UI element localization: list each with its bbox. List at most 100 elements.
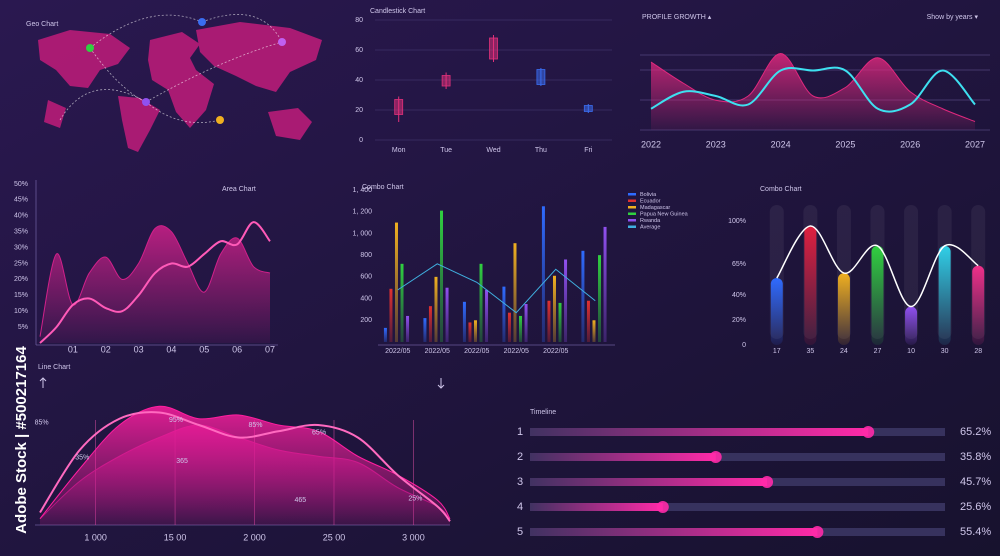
route — [201, 14, 283, 43]
route — [89, 47, 147, 103]
legend-label: Ecuador — [640, 198, 661, 204]
x-tick-label: 35 — [806, 348, 814, 355]
candle-body — [441, 75, 451, 87]
value-label: 35.8% — [960, 451, 991, 463]
y-tick-label: 5% — [18, 324, 28, 331]
bar — [972, 265, 985, 345]
category-label: 1 — [517, 426, 523, 438]
continent — [38, 30, 130, 88]
bar — [400, 263, 404, 342]
bar — [547, 300, 551, 342]
bar — [770, 278, 783, 345]
bar-end-glow — [811, 526, 824, 538]
pin — [198, 18, 206, 26]
x-tick-label: 2027 — [965, 139, 985, 149]
category-label: 2 — [517, 451, 523, 463]
x-tick-label: 2024 — [771, 139, 791, 149]
x-tick-label: 2022/05 — [464, 348, 489, 355]
x-tick-label: Wed — [486, 147, 500, 154]
continent — [44, 100, 66, 128]
x-tick-label: 2022/05 — [385, 348, 410, 355]
annotation: 365 — [176, 458, 188, 465]
x-tick-label: 27 — [874, 348, 882, 355]
watermark: Adobe Stock | #500217164 — [13, 346, 30, 534]
y-tick-label: 10% — [14, 308, 28, 315]
bar — [383, 327, 387, 342]
bar-end-glow — [656, 501, 669, 513]
x-tick-label: 10 — [907, 348, 915, 355]
x-tick-label: 2022 — [641, 139, 661, 149]
x-tick-label: 2026 — [900, 139, 920, 149]
bar-track — [530, 453, 945, 461]
series-line — [650, 66, 976, 113]
bar — [468, 322, 472, 342]
bar — [530, 428, 869, 436]
menu-label[interactable]: Show by years ▾ — [927, 14, 979, 21]
legend-label: Madagascar — [640, 205, 670, 211]
route — [89, 14, 203, 49]
y-tick-label: 100% — [728, 218, 746, 225]
bar — [603, 226, 607, 342]
legend-swatch — [628, 199, 636, 202]
legend-label: Papua New Guinea — [640, 211, 689, 217]
x-tick-label: 25 00 — [323, 532, 346, 542]
x-tick-label: 04 — [166, 344, 176, 354]
world-map — [38, 22, 322, 152]
x-tick-label: 02 — [101, 344, 111, 354]
arrow-down — [437, 378, 445, 389]
legend-label: Rwanda — [640, 218, 661, 224]
y-tick-label: 0 — [742, 342, 746, 349]
y-tick-label: 0 — [359, 137, 363, 144]
bar — [592, 320, 596, 342]
pins — [86, 18, 286, 124]
x-tick-label: Tue — [440, 147, 452, 154]
route — [145, 41, 283, 103]
y-tick-label: 20 — [355, 107, 363, 114]
y-tick-label: 60 — [355, 47, 363, 54]
x-tick-label: 2023 — [706, 139, 726, 149]
routes — [59, 14, 283, 123]
chart-title: Area Chart — [222, 186, 256, 193]
legend-swatch — [628, 193, 636, 196]
annotation: 35% — [75, 454, 89, 461]
chart-title: Timeline — [530, 409, 556, 416]
legend-swatch — [628, 219, 636, 222]
bar — [530, 503, 663, 511]
bar — [541, 206, 545, 342]
y-tick-label: 65% — [732, 261, 746, 268]
value-label: 65.2% — [960, 426, 991, 438]
route — [145, 101, 221, 123]
bar-end-glow — [761, 476, 774, 488]
continent — [268, 108, 312, 140]
x-tick-label: 15 00 — [164, 532, 187, 542]
y-tick-label: 40% — [732, 292, 746, 299]
chart-title: Geo Chart — [26, 21, 58, 28]
bar — [445, 287, 449, 342]
annotation: 95% — [169, 417, 183, 424]
bar — [406, 315, 410, 342]
value-label: 25.6% — [960, 501, 991, 513]
continent — [196, 22, 322, 92]
y-tick-label: 40 — [355, 77, 363, 84]
legend-swatch — [628, 225, 636, 228]
bar — [513, 243, 517, 342]
x-tick-label: 1 000 — [84, 532, 107, 542]
bar — [804, 225, 817, 345]
bar — [519, 315, 523, 342]
x-tick-label: 2022/05 — [504, 348, 529, 355]
y-tick-label: 20% — [14, 276, 28, 283]
bar — [394, 222, 398, 342]
x-tick-label: Thu — [535, 147, 547, 154]
x-tick-label: 28 — [974, 348, 982, 355]
y-tick-label: 1, 400 — [353, 187, 373, 194]
y-tick-label: 15% — [14, 292, 28, 299]
chart-title: Combo Chart — [760, 186, 802, 193]
x-tick-label: 05 — [199, 344, 209, 354]
bar — [462, 301, 466, 342]
x-tick-label: 17 — [773, 348, 781, 355]
bar — [871, 245, 884, 345]
bar-track — [530, 503, 945, 511]
category-label: 5 — [517, 526, 523, 538]
legend-swatch — [628, 206, 636, 209]
